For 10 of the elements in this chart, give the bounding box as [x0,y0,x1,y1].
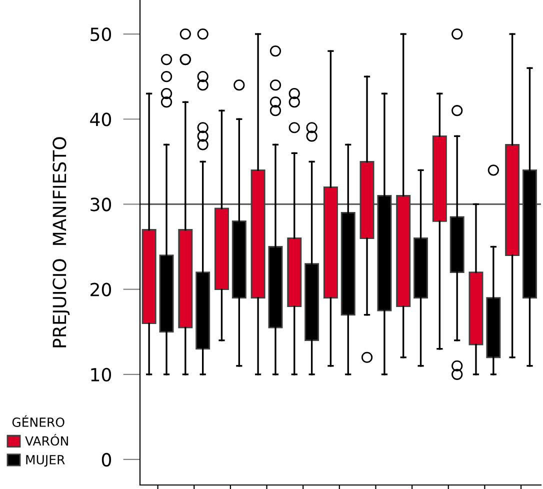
legend-title: GÉNERO [12,415,64,427]
y-tick-label: 10 [91,368,112,382]
y-tick-label: 20 [90,282,112,296]
y-tick-label: 50 [90,27,112,42]
legend-label: VARÓN [25,434,68,446]
legend-label: MUJER [26,455,65,467]
y-tick-label: 30 [90,198,112,212]
y-tick-label: 40 [90,112,112,126]
y-axis-title: PREJUICIO MANIFIESTO [52,137,70,348]
y-tick-label: 0 [102,452,112,467]
